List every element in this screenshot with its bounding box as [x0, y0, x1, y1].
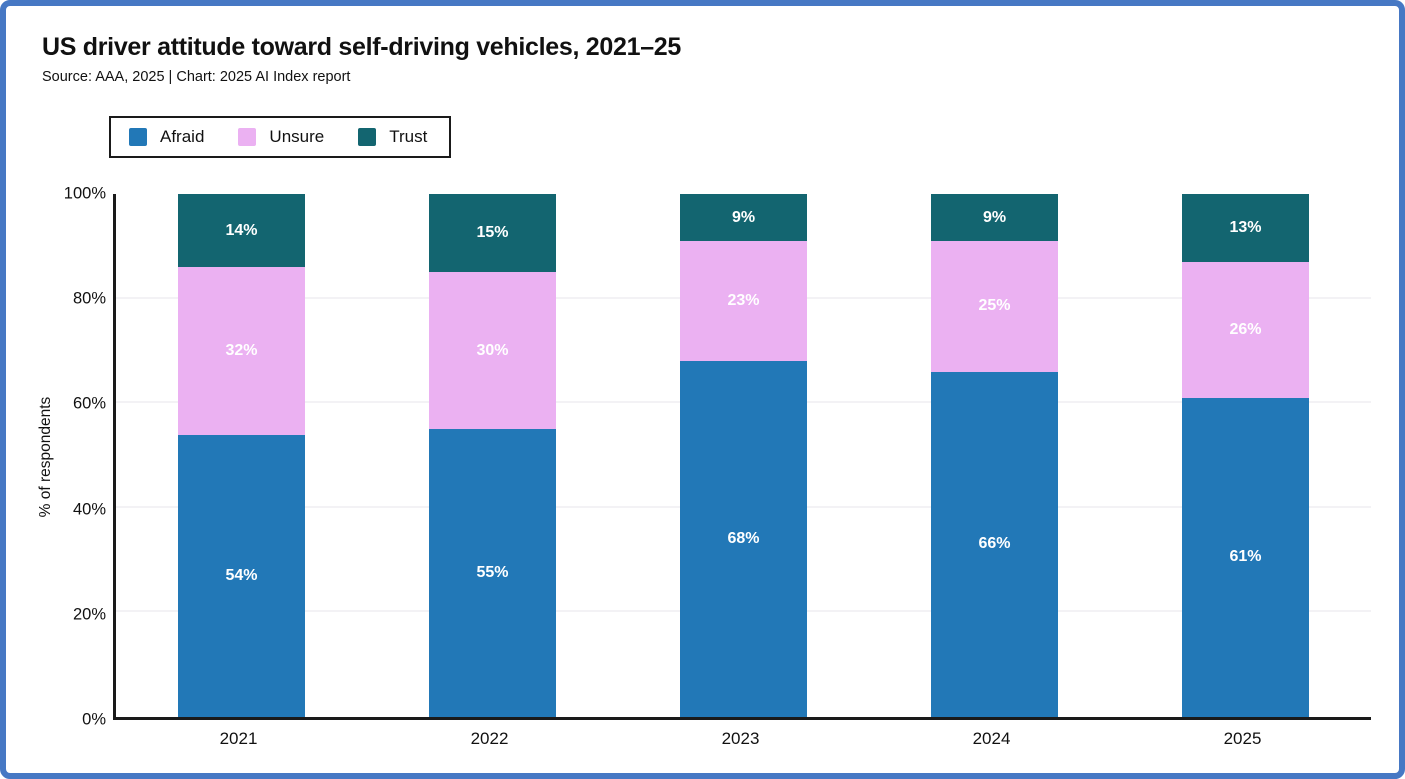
value-label: 15% [476, 224, 509, 242]
value-label: 68% [727, 530, 760, 548]
legend-item-unsure: Unsure [238, 127, 324, 147]
segment-unsure-2024: 25% [931, 241, 1058, 372]
legend-label-trust: Trust [389, 127, 428, 146]
segment-unsure-2025: 26% [1182, 262, 1309, 398]
segment-trust-2023: 9% [680, 194, 807, 242]
segment-unsure-2021: 32% [178, 267, 305, 435]
bar-2024: 66% 25% 9% [931, 194, 1058, 717]
trust-swatch-icon [358, 128, 377, 146]
value-label: 23% [727, 292, 760, 310]
legend-label-afraid: Afraid [160, 127, 205, 146]
segment-afraid-2023: 68% [680, 361, 807, 717]
y-tick-label: 40% [72, 500, 106, 519]
segment-trust-2021: 14% [178, 194, 305, 268]
value-label: 55% [476, 564, 509, 582]
segment-trust-2022: 15% [429, 194, 556, 273]
bar-2023: 68% 23% 9% [680, 194, 807, 717]
value-label: 54% [225, 566, 258, 584]
value-label: 66% [978, 535, 1011, 553]
value-label: 9% [731, 208, 756, 226]
value-label: 13% [1229, 219, 1262, 236]
legend-label-unsure: Unsure [269, 127, 325, 146]
bar-2021: 54% 32% 14% [178, 194, 305, 717]
y-tick-label: 80% [72, 289, 106, 308]
segment-unsure-2023: 23% [680, 241, 807, 362]
value-label: 14% [225, 221, 258, 239]
page-title: US driver attitude toward self-driving v… [42, 33, 681, 61]
x-tick-label: 2025 [1223, 729, 1262, 748]
segment-afraid-2022: 55% [429, 429, 556, 717]
legend: Afraid Unsure Trust [109, 116, 452, 158]
value-label: 32% [225, 341, 258, 359]
bar-2025: 61% 26% 13% [1182, 194, 1309, 717]
x-axis-labels: 2021 2022 2023 2024 2025 [113, 729, 1368, 755]
segment-afraid-2025: 61% [1182, 397, 1309, 717]
legend-item-afraid: Afraid [129, 127, 204, 147]
chart-source: Source: AAA, 2025 | Chart: 2025 AI Index… [42, 69, 351, 85]
legend-item-trust: Trust [358, 127, 427, 147]
plot-area: 54% 32% 14% 55% 30% 15% 68% 23% 9% 66% 25% 9% 61% 26%… [113, 194, 1371, 720]
segment-unsure-2022: 30% [429, 272, 556, 430]
x-tick-label: 2021 [219, 729, 258, 748]
y-tick-label: 20% [72, 605, 106, 624]
y-tick-label: 0% [82, 710, 106, 729]
unsure-swatch-icon [238, 128, 257, 146]
segment-afraid-2021: 54% [178, 434, 305, 717]
x-tick-label: 2024 [972, 729, 1011, 748]
y-tick-label: 100% [63, 184, 106, 203]
y-tick-label: 60% [72, 394, 106, 413]
afraid-swatch-icon [129, 128, 147, 146]
segment-trust-2024: 9% [931, 194, 1058, 242]
segment-afraid-2024: 66% [931, 371, 1058, 717]
value-label: 26% [1229, 321, 1262, 338]
value-label: 9% [982, 208, 1007, 226]
value-label: 25% [978, 297, 1011, 315]
value-label: 30% [476, 341, 509, 359]
x-tick-label: 2023 [721, 729, 760, 748]
value-label: 61% [1229, 548, 1262, 566]
y-axis-ticks: 0% 20% 40% 60% 80% 100% [6, 185, 106, 729]
bar-2022: 55% 30% 15% [429, 194, 556, 717]
x-tick-label: 2022 [470, 729, 509, 748]
segment-trust-2025: 13% [1182, 194, 1309, 262]
